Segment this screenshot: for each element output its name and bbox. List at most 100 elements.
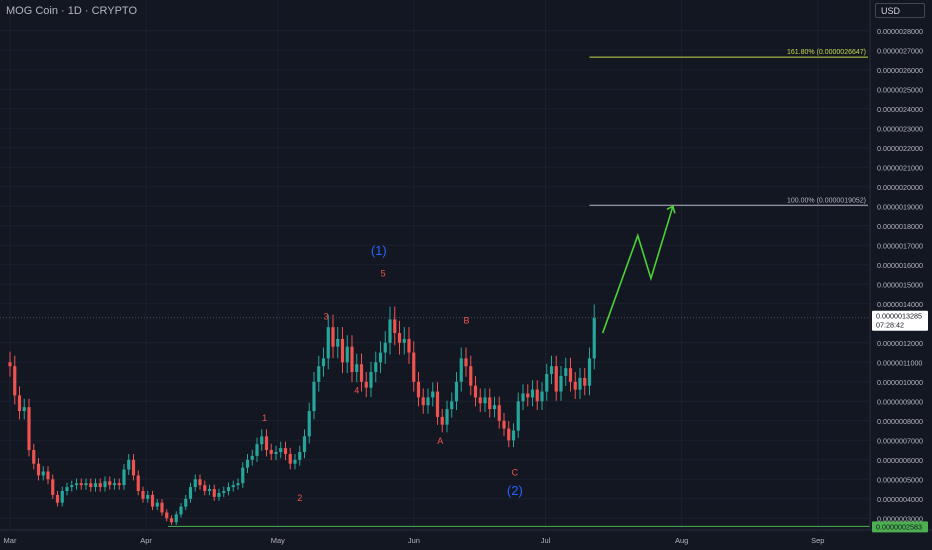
candle-body	[165, 512, 169, 519]
price-tick-label: 0.0000010000	[877, 378, 923, 387]
candle-body	[70, 485, 74, 488]
price-tick-label: 0.0000015000	[877, 280, 923, 289]
candle-body	[60, 491, 64, 503]
fib-label: 161.80% (0.0000026647)	[787, 49, 866, 56]
candle-body	[312, 381, 316, 412]
candle-body	[331, 327, 335, 347]
candle-body	[8, 362, 12, 367]
candle-body	[445, 409, 449, 425]
candle-body	[583, 377, 587, 386]
price-tick-label: 0.0000011000	[877, 358, 922, 367]
candle-body	[535, 389, 539, 402]
current-price-value: 0.0000013285	[876, 312, 922, 321]
candle-body	[27, 407, 31, 451]
fib-label: 100.00% (0.0000019052)	[787, 197, 866, 204]
wave-label: (2)	[507, 483, 523, 498]
candle-body	[511, 430, 516, 441]
candle-body	[93, 483, 98, 488]
candle-body	[426, 397, 430, 406]
candle-body	[55, 494, 60, 503]
candle-body	[359, 364, 364, 382]
projection-path	[601, 205, 676, 334]
candle-body	[146, 494, 150, 499]
candle-body	[98, 483, 102, 488]
candle-body	[478, 397, 482, 404]
candle-body	[440, 416, 444, 425]
candle-body	[431, 391, 435, 398]
candle-body	[150, 494, 155, 507]
candle-body	[65, 487, 69, 491]
candle-body	[521, 393, 525, 402]
candle-body	[364, 381, 368, 388]
candle-body	[226, 487, 231, 491]
wave-labels: 1 2 3 4 5 (1) A B C (2)	[262, 243, 523, 503]
wave-label: 5	[381, 269, 386, 279]
candle-body	[454, 381, 459, 402]
candle-body	[464, 358, 468, 367]
candle-body	[526, 393, 530, 398]
candle-body	[212, 489, 216, 497]
candle-body	[317, 366, 321, 382]
candle-body	[564, 368, 568, 376]
candle-body	[435, 391, 440, 417]
price-tick-label: 0.0000006000	[877, 456, 923, 465]
candle-body	[127, 459, 131, 470]
price-tick-label: 0.0000020000	[877, 183, 923, 192]
candle-body	[250, 455, 254, 460]
candle-body	[141, 491, 145, 499]
candle-body	[279, 448, 283, 452]
wave-label: (1)	[371, 243, 387, 258]
candle-body	[488, 397, 492, 410]
candle-body	[530, 389, 535, 398]
grid	[0, 0, 870, 530]
time-axis[interactable]: Mar Apr May Jun Jul Aug Sep	[4, 536, 825, 545]
wave-label: 3	[324, 311, 329, 321]
price-tick-label: 0.0000027000	[877, 46, 923, 55]
candle-body	[136, 475, 140, 491]
candle-body	[283, 448, 288, 454]
candle-body	[298, 452, 302, 460]
price-tick-label: 0.0000008000	[877, 417, 923, 426]
candle-body	[355, 364, 359, 373]
price-tick-label: 0.0000014000	[877, 300, 923, 309]
price-tick-label: 0.0000018000	[877, 222, 923, 231]
candle-body	[545, 374, 549, 392]
price-tick-label: 0.0000022000	[877, 144, 923, 153]
candle-body	[497, 405, 501, 421]
candle-body	[32, 450, 36, 464]
current-price-badge	[872, 310, 928, 331]
candle-body	[241, 467, 245, 484]
candle-body	[17, 395, 22, 412]
price-tick-label: 0.0000024000	[877, 105, 923, 114]
candle-body	[260, 436, 264, 445]
support-price-badge	[872, 521, 928, 533]
candle-body	[321, 358, 326, 367]
price-axis[interactable]: 0.0000028000 0.0000027000 0.0000026000 0.00…	[877, 27, 923, 524]
wave-label: A	[437, 436, 443, 446]
candle-body	[459, 358, 463, 382]
candle-body	[350, 346, 354, 373]
candle-body	[374, 362, 378, 373]
candle-body	[174, 514, 178, 523]
price-tick-label: 0.0000019000	[877, 202, 923, 211]
candle-body	[74, 483, 79, 486]
candle-body	[559, 375, 563, 392]
candle-body	[79, 483, 83, 486]
candle-body	[378, 352, 383, 363]
currency-button[interactable]: USD	[875, 3, 925, 18]
candle-body	[549, 366, 554, 374]
candle-body	[340, 338, 345, 363]
projection-polyline	[601, 206, 674, 334]
candle-body	[22, 407, 26, 412]
current-price-countdown: 07:28:42	[876, 321, 904, 330]
candle-body	[393, 319, 397, 334]
price-tick-label: 0.0000026000	[877, 66, 923, 75]
price-tick-label: 0.0000007000	[877, 436, 923, 445]
candle-body	[179, 506, 183, 515]
candle-body	[188, 487, 193, 499]
price-tick-label: 0.0000009000	[877, 397, 923, 406]
candle-body	[293, 459, 297, 464]
candle-body	[402, 338, 406, 343]
